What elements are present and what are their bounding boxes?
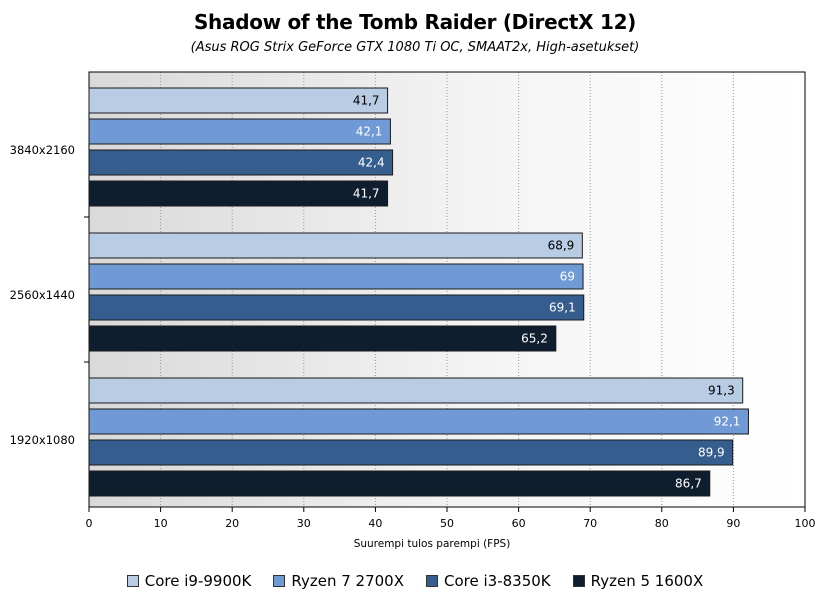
chart-subtitle: (Asus ROG Strix GeForce GTX 1080 Ti OC, …: [190, 40, 640, 55]
x-tick-label: 80: [655, 517, 669, 530]
x-tick-label: 10: [154, 517, 168, 530]
bar: [88, 232, 583, 259]
legend-label: Core i3-8350K: [444, 572, 551, 590]
bar-value-label: 65,2: [521, 332, 548, 346]
legend-label: Ryzen 7 2700X: [291, 572, 404, 590]
legend-item: Core i9-9900K: [126, 572, 252, 590]
bar: [88, 470, 711, 497]
bar-value-label: 91,3: [708, 384, 735, 398]
bar-chart: 0 10 20 30 40 50 60 70 80 90 100 Suurempi tulos par…: [10, 71, 816, 550]
category-label: 2560x1440: [10, 288, 75, 302]
bar: [88, 180, 389, 207]
bar-value-label: 89,9: [698, 446, 725, 460]
bar: [88, 149, 394, 176]
legend-item: Core i3-8350K: [426, 572, 551, 590]
legend-label: Ryzen 5 1600X: [590, 572, 704, 590]
bar-value-label: 69,1: [549, 301, 576, 315]
legend-item: Ryzen 7 2700X: [273, 572, 404, 590]
x-tick-label: 30: [297, 517, 311, 530]
legend-swatch: [572, 575, 585, 587]
bar-value-label: 41,7: [353, 187, 380, 201]
bar: [88, 263, 584, 290]
x-tick-label: 40: [368, 517, 382, 530]
bar: [88, 118, 391, 145]
x-tick-label: 20: [225, 517, 239, 530]
x-axis-title: Suurempi tulos parempi (FPS): [354, 538, 511, 550]
bar-value-label: 69: [560, 270, 575, 284]
bar-value-label: 92,1: [714, 415, 741, 429]
x-tick-label: 70: [583, 517, 597, 530]
x-tick-label: 90: [726, 517, 740, 530]
x-tick-label: 50: [440, 517, 454, 530]
category-label: 1920x1080: [10, 433, 75, 447]
bar-value-label: 41,7: [353, 94, 380, 108]
legend-item: Ryzen 5 1600X: [572, 572, 704, 590]
bar-value-label: 42,1: [356, 125, 383, 139]
bar: [88, 377, 744, 404]
legend-swatch: [273, 575, 286, 587]
bar-value-label: 86,7: [675, 477, 702, 491]
legend-swatch: [126, 575, 139, 587]
x-tick-label: 60: [512, 517, 526, 530]
legend-label: Core i9-9900K: [144, 572, 252, 590]
category-label: 3840x2160: [10, 143, 75, 157]
legend: Core i9-9900K Ryzen 7 2700X Core i3-8350…: [0, 572, 830, 590]
chart-title: Shadow of the Tomb Raider (DirectX 12): [193, 10, 637, 34]
legend-swatch: [426, 575, 438, 587]
bar: [88, 408, 749, 435]
bar: [88, 439, 734, 466]
bar-value-label: 68,9: [548, 239, 575, 253]
x-tick-label: 0: [86, 517, 93, 530]
bar: [88, 294, 585, 321]
x-tick-label: 100: [795, 517, 816, 530]
bar-value-label: 42,4: [358, 156, 385, 170]
bar: [88, 325, 557, 352]
bar: [88, 87, 389, 114]
